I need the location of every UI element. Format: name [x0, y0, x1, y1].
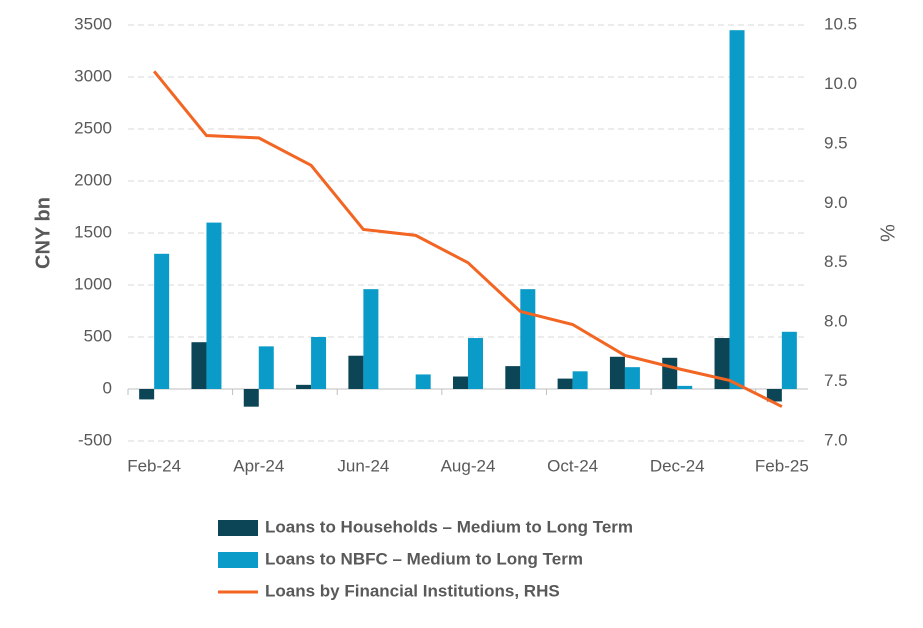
- y-tick-label: 3500: [74, 14, 112, 33]
- bar: [714, 338, 730, 389]
- bar: [609, 356, 625, 389]
- bar: [311, 337, 327, 389]
- legend-label: Loans by Financial Institutions, RHS: [265, 581, 560, 600]
- y2-tick-label: 10.5: [824, 14, 857, 33]
- x-tick-label: Aug-24: [441, 456, 496, 475]
- bar: [468, 338, 483, 389]
- bar: [766, 389, 782, 402]
- bar: [363, 289, 379, 389]
- bar: [624, 367, 640, 389]
- bar: [677, 385, 693, 389]
- y-tick-label: -500: [78, 430, 112, 449]
- bar: [348, 355, 364, 389]
- line: [152, 70, 783, 408]
- y-tick-label: 500: [84, 326, 112, 345]
- y-tick-label: 3000: [74, 66, 112, 85]
- x-tick-label: Feb-24: [127, 456, 181, 475]
- y2-tick-label: 9.5: [824, 133, 848, 152]
- y-tick-label: 2000: [74, 170, 112, 189]
- y2-tick-label: 8.0: [824, 312, 848, 331]
- bar: [206, 222, 222, 389]
- y2-tick-label: 10.0: [824, 74, 857, 93]
- x-tick-label: Oct-24: [547, 456, 598, 475]
- x-tick-label: Feb-25: [755, 456, 809, 475]
- y-tick-label: 0: [103, 378, 112, 397]
- bar: [505, 366, 521, 389]
- y2-axis-title: %: [876, 224, 898, 242]
- y2-tick-label: 7.5: [824, 371, 848, 390]
- x-tick-label: Apr-24: [233, 456, 284, 475]
- bar: [139, 389, 155, 400]
- bar: [453, 376, 468, 389]
- y-axis-title: CNY bn: [32, 197, 54, 269]
- legend-label: Loans to Households – Medium to Long Ter…: [265, 517, 633, 536]
- bar: [258, 346, 274, 389]
- bar: [154, 253, 170, 389]
- x-tick-label: Dec-24: [650, 456, 705, 475]
- bar: [191, 342, 207, 389]
- bar: [729, 30, 745, 389]
- legend-label: Loans to NBFC – Medium to Long Term: [265, 549, 583, 568]
- y2-tick-label: 8.5: [824, 252, 848, 271]
- bar: [662, 357, 678, 389]
- legend-swatch: [218, 552, 258, 568]
- y-tick-label: 1500: [74, 222, 112, 241]
- bar: [557, 378, 573, 389]
- y-tick-label: 1000: [74, 274, 112, 293]
- bar: [296, 384, 312, 389]
- y2-tick-label: 9.0: [824, 193, 848, 212]
- legend-swatch: [218, 520, 258, 536]
- bar: [520, 289, 536, 389]
- bar: [243, 389, 259, 407]
- bar: [572, 371, 588, 389]
- x-tick-label: Jun-24: [337, 456, 389, 475]
- y2-tick-label: 7.0: [824, 430, 848, 449]
- bar: [415, 374, 431, 389]
- bar: [781, 331, 797, 389]
- y-tick-label: 2500: [74, 118, 112, 137]
